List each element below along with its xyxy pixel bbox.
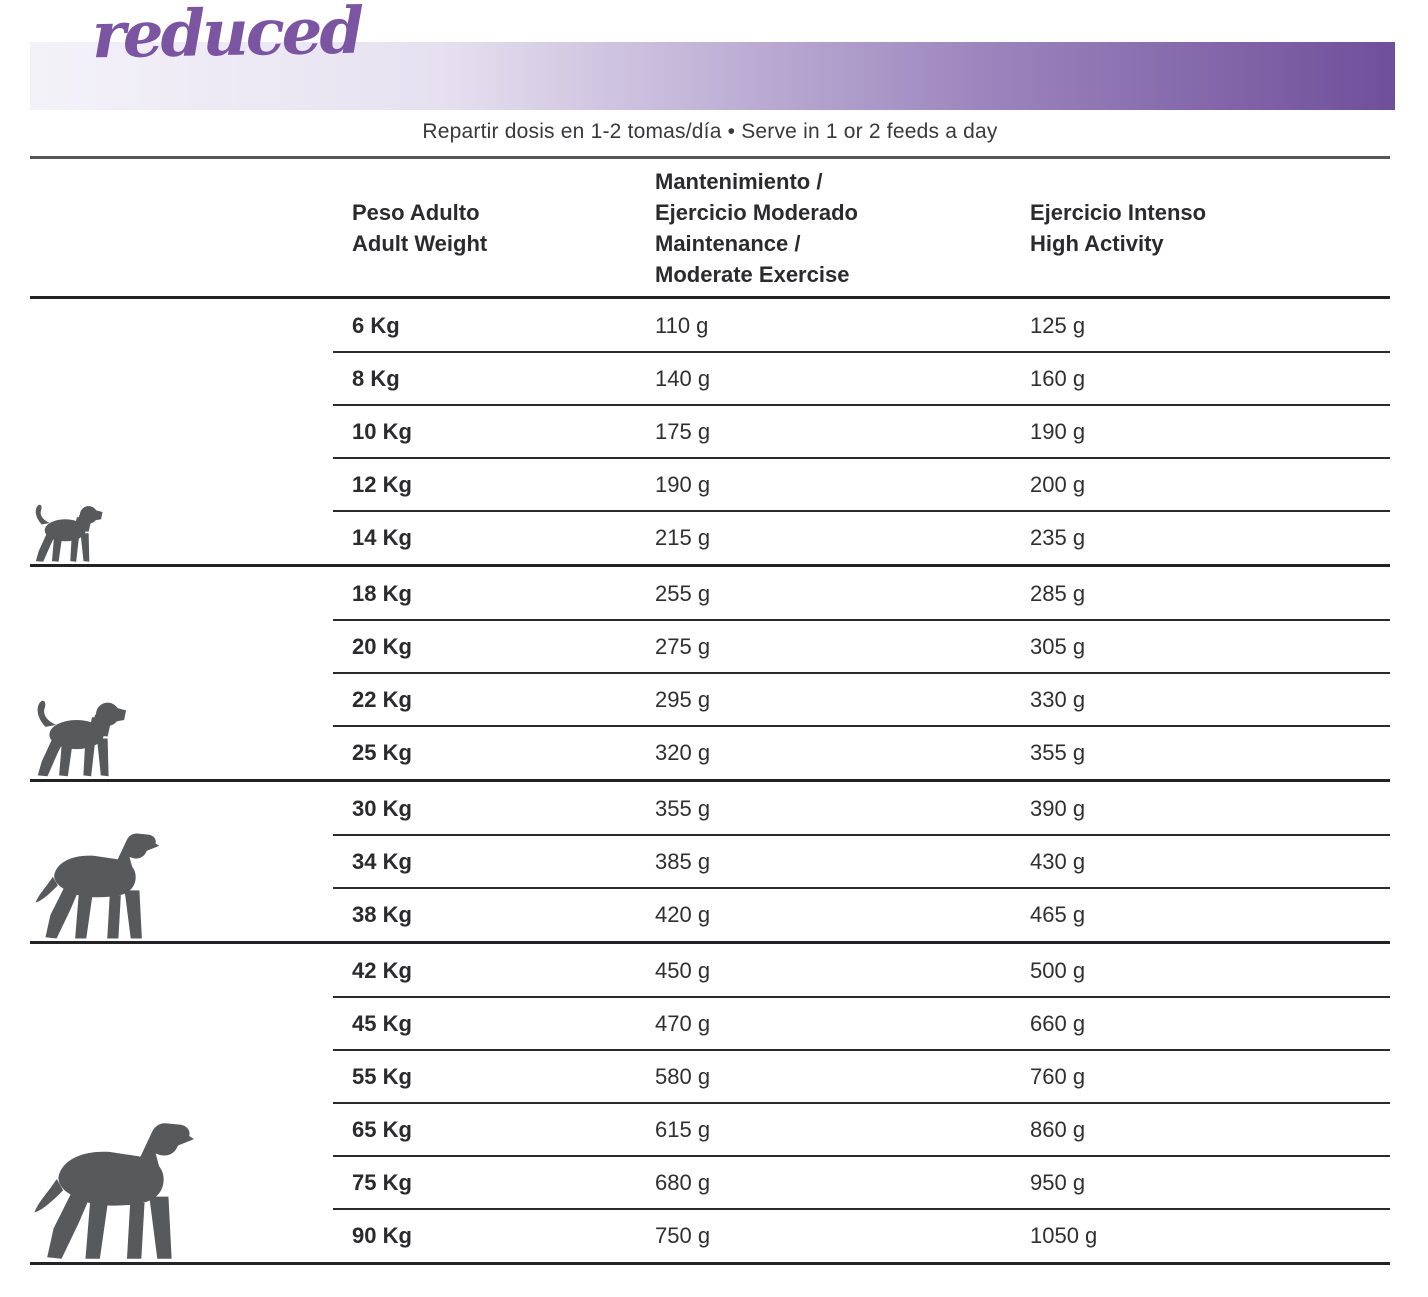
weight-cell: 34 Kg <box>352 848 412 874</box>
high-activity-cell: 390 g <box>1030 795 1086 821</box>
high-activity-cell: 430 g <box>1030 848 1086 874</box>
weight-cell: 45 Kg <box>352 1010 412 1036</box>
column-header-adult-weight: Peso Adulto Adult Weight <box>352 199 488 256</box>
weight-cell: 12 Kg <box>352 471 412 497</box>
table-row: 45 Kg 470 g 660 g <box>30 996 1390 1050</box>
high-activity-cell: 160 g <box>1030 365 1086 391</box>
brand-logo-text: reduced <box>91 0 362 74</box>
maintenance-cell: 140 g <box>655 365 711 391</box>
weight-cell: 65 Kg <box>352 1116 412 1142</box>
table-row: 14 Kg 215 g 235 g <box>30 510 1390 564</box>
table-row: 75 Kg 680 g 950 g <box>30 1155 1390 1209</box>
size-group-small: 6 Kg 110 g 125 g 8 Kg 140 g 160 g 10 Kg … <box>30 299 1390 567</box>
table-row: 8 Kg 140 g 160 g <box>30 351 1390 405</box>
weight-cell: 14 Kg <box>352 524 412 550</box>
maintenance-cell: 215 g <box>655 524 711 550</box>
table-row: 25 Kg 320 g 355 g <box>30 725 1390 779</box>
maintenance-cell: 175 g <box>655 418 711 444</box>
serving-instructions-text: Repartir dosis en 1-2 tomas/día • Serve … <box>422 120 998 143</box>
size-group-giant: 42 Kg 450 g 500 g 45 Kg 470 g 660 g 55 K… <box>30 944 1390 1265</box>
weight-cell: 18 Kg <box>352 580 412 606</box>
weight-cell: 10 Kg <box>352 418 412 444</box>
maintenance-cell: 190 g <box>655 471 711 497</box>
serving-instructions-bar: Repartir dosis en 1-2 tomas/día • Serve … <box>30 112 1390 156</box>
feeding-table: Peso Adulto Adult Weight Mantenimiento /… <box>30 156 1390 1265</box>
high-activity-cell: 760 g <box>1030 1063 1086 1089</box>
table-header-row: Peso Adulto Adult Weight Mantenimiento /… <box>30 159 1390 299</box>
maintenance-cell: 420 g <box>655 901 711 927</box>
weight-cell: 25 Kg <box>352 739 412 765</box>
high-activity-cell: 235 g <box>1030 524 1086 550</box>
brand-banner <box>30 42 1395 110</box>
table-row: 55 Kg 580 g 760 g <box>30 1049 1390 1103</box>
high-activity-cell: 500 g <box>1030 957 1086 983</box>
high-activity-cell: 950 g <box>1030 1169 1086 1195</box>
high-activity-cell: 200 g <box>1030 471 1086 497</box>
table-row: 90 Kg 750 g 1050 g <box>30 1208 1390 1262</box>
high-activity-cell: 1050 g <box>1030 1222 1098 1248</box>
weight-cell: 55 Kg <box>352 1063 412 1089</box>
column-header-maintenance: Mantenimiento / Ejercicio Moderado Maint… <box>655 168 858 287</box>
weight-cell: 20 Kg <box>352 633 412 659</box>
maintenance-cell: 470 g <box>655 1010 711 1036</box>
brand-header: reduced <box>0 0 1428 112</box>
weight-cell: 90 Kg <box>352 1222 412 1248</box>
high-activity-cell: 355 g <box>1030 739 1086 765</box>
size-group-medium: 18 Kg 255 g 285 g 20 Kg 275 g 305 g 22 K… <box>30 567 1390 782</box>
table-row: 38 Kg 420 g 465 g <box>30 887 1390 941</box>
table-row: 65 Kg 615 g 860 g <box>30 1102 1390 1156</box>
weight-cell: 8 Kg <box>352 365 400 391</box>
table-row: 42 Kg 450 g 500 g <box>30 944 1390 997</box>
high-activity-cell: 305 g <box>1030 633 1086 659</box>
table-row: 22 Kg 295 g 330 g <box>30 672 1390 726</box>
weight-cell: 42 Kg <box>352 957 412 983</box>
maintenance-cell: 355 g <box>655 795 711 821</box>
maintenance-cell: 580 g <box>655 1063 711 1089</box>
weight-cell: 30 Kg <box>352 795 412 821</box>
maintenance-cell: 750 g <box>655 1222 711 1248</box>
maintenance-cell: 615 g <box>655 1116 711 1142</box>
weight-cell: 6 Kg <box>352 312 400 338</box>
high-activity-cell: 190 g <box>1030 418 1086 444</box>
table-row: 6 Kg 110 g 125 g <box>30 299 1390 352</box>
size-group-large: 30 Kg 355 g 390 g 34 Kg 385 g 430 g 38 K… <box>30 782 1390 944</box>
high-activity-cell: 285 g <box>1030 580 1086 606</box>
maintenance-cell: 275 g <box>655 633 711 659</box>
maintenance-cell: 110 g <box>655 312 709 338</box>
table-row: 10 Kg 175 g 190 g <box>30 404 1390 458</box>
maintenance-cell: 385 g <box>655 848 711 874</box>
weight-cell: 38 Kg <box>352 901 412 927</box>
high-activity-cell: 125 g <box>1030 312 1086 338</box>
high-activity-cell: 660 g <box>1030 1010 1086 1036</box>
maintenance-cell: 680 g <box>655 1169 711 1195</box>
table-row: 34 Kg 385 g 430 g <box>30 834 1390 888</box>
weight-cell: 22 Kg <box>352 686 412 712</box>
table-row: 30 Kg 355 g 390 g <box>30 782 1390 835</box>
high-activity-cell: 330 g <box>1030 686 1086 712</box>
maintenance-cell: 320 g <box>655 739 711 765</box>
weight-cell: 75 Kg <box>352 1169 412 1195</box>
high-activity-cell: 860 g <box>1030 1116 1086 1142</box>
maintenance-cell: 295 g <box>655 686 711 712</box>
maintenance-cell: 450 g <box>655 957 711 983</box>
maintenance-cell: 255 g <box>655 580 711 606</box>
high-activity-cell: 465 g <box>1030 901 1086 927</box>
table-row: 18 Kg 255 g 285 g <box>30 567 1390 620</box>
table-row: 20 Kg 275 g 305 g <box>30 619 1390 673</box>
table-row: 12 Kg 190 g 200 g <box>30 457 1390 511</box>
column-header-high-activity: Ejercicio Intenso High Activity <box>1030 199 1207 256</box>
